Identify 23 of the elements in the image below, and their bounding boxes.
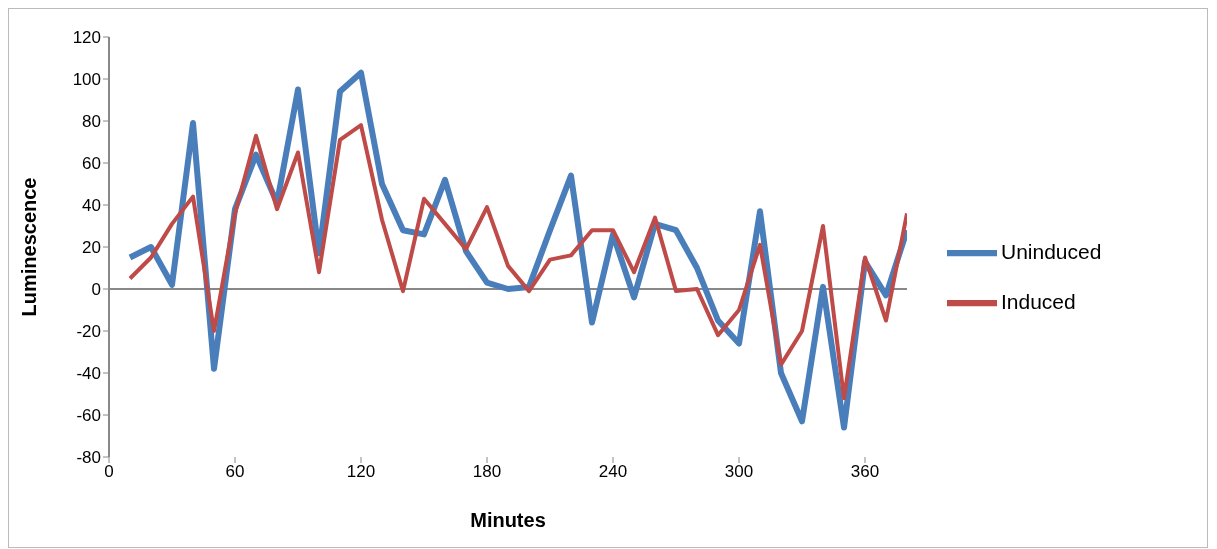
y-tick-label: -40 (76, 364, 101, 384)
y-tick-label: 120 (72, 28, 101, 48)
x-tick-label: 180 (472, 462, 502, 482)
y-tick-label: 80 (82, 112, 101, 132)
y-axis-title: Luminescence (18, 177, 41, 317)
legend-label: Uninduced (1001, 239, 1102, 263)
y-tick-label: -80 (76, 448, 101, 468)
y-tick-label: 40 (82, 196, 101, 216)
x-tick-label: 300 (724, 462, 754, 482)
y-tick-label: 20 (82, 238, 101, 258)
legend-label: Induced (1001, 290, 1076, 313)
x-tick-label: 0 (104, 462, 114, 482)
x-tick-label: 120 (346, 462, 376, 482)
y-tick-label: -60 (76, 406, 101, 426)
x-axis-title: Minutes (470, 509, 546, 531)
x-tick-label: 60 (225, 462, 245, 482)
line-series (128, 123, 907, 401)
x-tick-label: 360 (850, 462, 880, 482)
y-tick-label: 60 (82, 154, 101, 174)
x-tick-label: 240 (598, 462, 628, 482)
y-tick-label: -20 (76, 322, 101, 342)
y-tick-label: 0 (91, 280, 101, 300)
y-tick-label: 100 (72, 70, 101, 90)
